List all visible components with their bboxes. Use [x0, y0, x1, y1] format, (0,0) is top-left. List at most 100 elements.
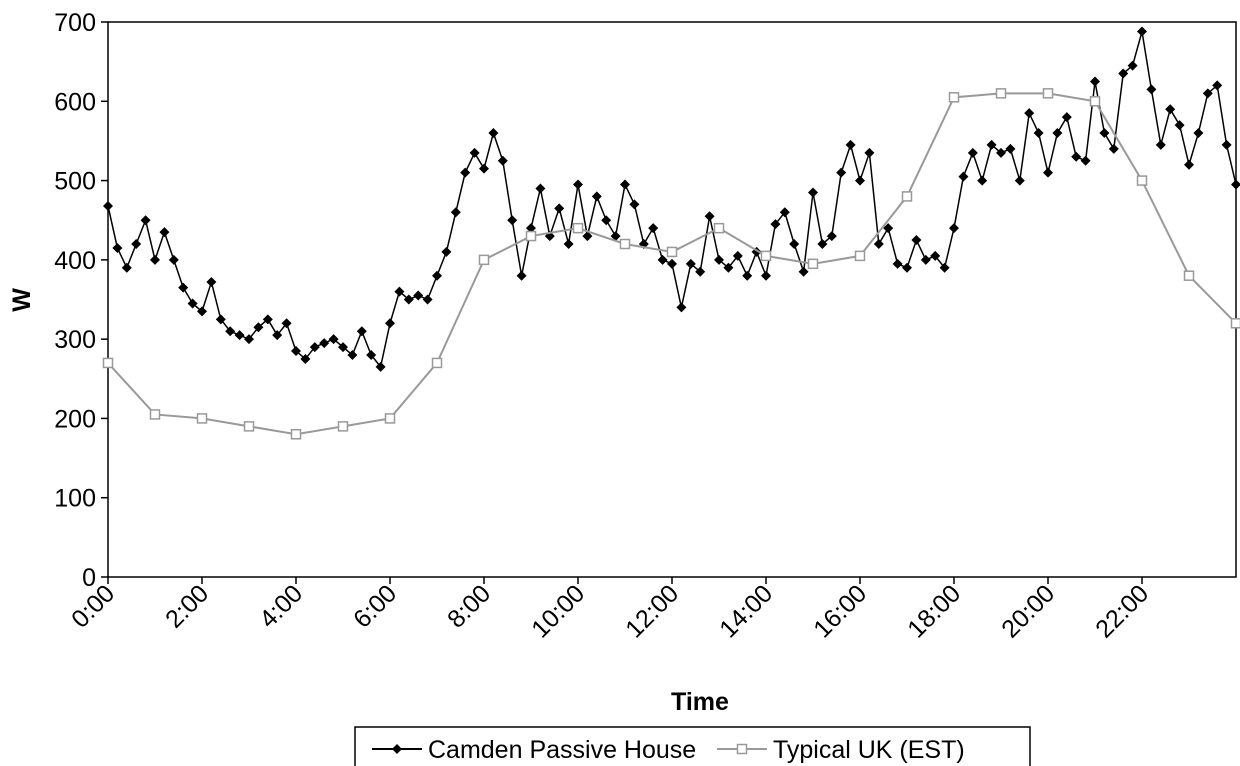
point	[1080, 155, 1091, 166]
plot-area	[107, 21, 1237, 578]
point	[666, 246, 678, 258]
point	[667, 258, 677, 269]
point	[460, 167, 471, 178]
point	[441, 246, 452, 257]
legend-label: Typical UK (EST)	[773, 736, 965, 764]
point	[1024, 108, 1035, 119]
legend-box	[354, 726, 1031, 766]
point	[1033, 128, 1044, 138]
point	[337, 421, 349, 432]
point	[535, 183, 546, 194]
point	[150, 254, 160, 265]
point	[290, 429, 302, 440]
point	[206, 277, 217, 288]
point	[422, 294, 433, 305]
x-tick-label: 16:00	[808, 579, 872, 643]
point	[403, 294, 414, 305]
point	[1099, 128, 1110, 138]
y-tick-label: 200	[54, 405, 96, 433]
point	[554, 203, 565, 214]
x-tick-label: 12:00	[620, 579, 684, 643]
point	[1183, 270, 1195, 281]
point	[676, 302, 687, 313]
point	[826, 231, 837, 242]
point	[469, 147, 480, 158]
point	[996, 147, 1006, 158]
point	[1108, 143, 1119, 154]
point	[234, 330, 245, 341]
point	[779, 207, 790, 218]
y-tick-label: 100	[54, 485, 96, 513]
point	[159, 227, 170, 238]
point	[817, 239, 828, 249]
point	[140, 215, 151, 226]
point	[573, 179, 583, 190]
point	[760, 250, 772, 262]
point	[225, 326, 236, 337]
point	[1174, 120, 1185, 131]
point	[1118, 68, 1129, 79]
point	[1042, 88, 1054, 99]
point	[986, 139, 997, 150]
point	[723, 262, 734, 273]
point	[338, 342, 348, 353]
point	[112, 242, 123, 253]
point	[526, 223, 536, 234]
point	[431, 357, 443, 369]
y-tick-label: 300	[54, 326, 96, 354]
point	[1137, 26, 1147, 37]
x-tick-label: 14:00	[714, 579, 778, 643]
y-tick-label: 700	[54, 9, 96, 37]
point	[930, 250, 941, 261]
point	[995, 88, 1007, 99]
point	[949, 223, 959, 234]
point	[845, 139, 856, 150]
point	[713, 222, 725, 234]
point	[1230, 318, 1240, 329]
point	[770, 219, 781, 230]
point	[1146, 84, 1157, 95]
point	[742, 270, 753, 281]
point	[563, 239, 574, 249]
point	[620, 179, 630, 190]
point	[187, 298, 198, 309]
point	[394, 286, 405, 297]
point	[197, 306, 207, 317]
point	[131, 239, 142, 249]
legend-marker	[392, 744, 402, 754]
point	[610, 231, 621, 242]
point	[619, 238, 631, 250]
point	[497, 155, 508, 166]
point	[384, 413, 396, 424]
point	[253, 322, 264, 333]
point	[920, 254, 931, 265]
point	[714, 254, 724, 265]
point	[479, 163, 489, 174]
point	[1165, 104, 1176, 115]
y-axis-title: W	[8, 288, 36, 312]
point	[103, 200, 113, 211]
point	[178, 282, 189, 293]
point	[958, 171, 969, 182]
point	[591, 191, 602, 202]
point	[901, 191, 913, 202]
point	[629, 199, 640, 210]
point	[704, 211, 715, 222]
point	[149, 409, 161, 420]
point	[685, 258, 696, 269]
point	[761, 270, 771, 281]
point	[1136, 175, 1148, 186]
point	[507, 215, 518, 226]
point	[525, 230, 537, 242]
point	[1052, 128, 1063, 138]
point	[808, 187, 818, 198]
point	[196, 413, 208, 424]
x-tick-label: 10:00	[526, 579, 590, 643]
point	[262, 314, 273, 325]
legend-label: Camden Passive House	[428, 736, 696, 764]
y-tick-label: 500	[54, 168, 96, 196]
point	[1043, 167, 1053, 178]
point	[732, 250, 743, 261]
point	[902, 262, 912, 273]
series-line	[107, 31, 1237, 369]
